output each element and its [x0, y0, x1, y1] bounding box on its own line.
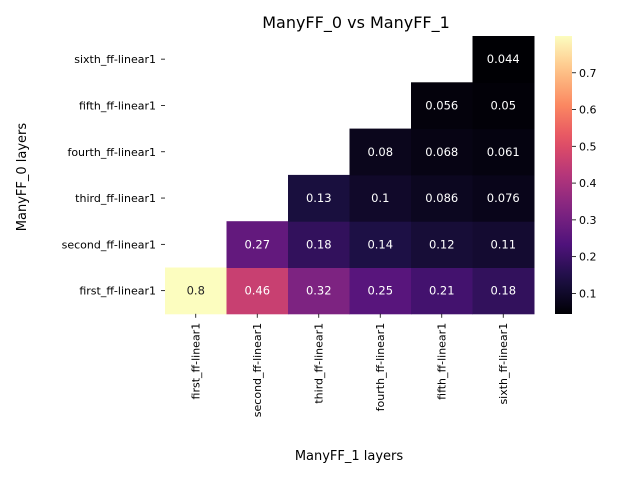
heatmap-cell: [288, 267, 350, 315]
cell-value-label: 0.14: [367, 237, 393, 251]
cell-value-label: 0.086: [425, 191, 458, 205]
heatmap-cell: [472, 128, 535, 176]
cell-value-label: 0.061: [487, 145, 520, 159]
cell-value-label: 0.05: [490, 98, 516, 112]
heatmap-cells: 0.8 0.46 0.32 0.25 0.21 0.18 0.27 0.18 0.14 0.12 0…: [165, 36, 535, 315]
cell-value-label: 0.12: [429, 237, 455, 251]
heatmap-cell: [349, 267, 412, 315]
x-axis-label: ManyFF_1 layers: [295, 449, 404, 464]
cell-value-label: 0.32: [306, 284, 332, 298]
cell-value-label: 0.13: [306, 191, 332, 205]
y-tick-label: fifth_ff-linear1: [79, 99, 156, 112]
y-tick-label: sixth_ff-linear1: [74, 53, 156, 66]
x-axis-ticks: first_ff-linear1 second_ff-linear1 third_f…: [190, 313, 510, 417]
chart-title: ManyFF_0 vs ManyFF_1: [262, 13, 450, 33]
cell-value-label: 0.8: [187, 284, 205, 298]
x-tick-label: fourth_ff-linear1: [374, 323, 387, 412]
x-tick-label: fifth_ff-linear1: [436, 323, 449, 400]
heatmap-cell: [472, 267, 535, 315]
heatmap-cell: [472, 82, 535, 130]
colorbar-tick-label: 0.7: [579, 67, 597, 80]
cell-value-label: 0.08: [367, 145, 393, 159]
colorbar-tick-label: 0.2: [579, 251, 597, 264]
heatmap-cell: [411, 267, 473, 315]
heatmap-cell: [349, 128, 412, 176]
y-axis-ticks: first_ff-linear1 second_ff-linear1 third_f…: [62, 53, 165, 298]
y-tick-label: fourth_ff-linear1: [67, 146, 156, 159]
heatmap-cell: [349, 221, 412, 268]
heatmap-cell: [226, 267, 289, 315]
heatmap-cell: [472, 36, 535, 83]
y-tick-label: first_ff-linear1: [79, 285, 156, 298]
cell-value-label: 0.27: [244, 237, 270, 251]
cell-value-label: 0.18: [306, 237, 332, 251]
heatmap-cell: [411, 221, 473, 268]
heatmap-cell: [288, 174, 350, 222]
heatmap-cell: [226, 221, 289, 268]
colorbar-ticks: 0.1 0.2 0.3 0.4 0.5 0.6 0.7: [572, 67, 597, 300]
cell-value-label: 0.056: [425, 98, 458, 112]
y-tick-label: third_ff-linear1: [75, 192, 156, 205]
y-tick-label: second_ff-linear1: [62, 238, 156, 251]
cell-value-label: 0.18: [490, 284, 516, 298]
cell-value-label: 0.076: [487, 191, 520, 205]
colorbar: [555, 36, 572, 314]
heatmap-cell: [349, 174, 412, 222]
heatmap-cell: [411, 128, 473, 176]
colorbar-tick-label: 0.5: [579, 140, 597, 153]
x-tick-label: third_ff-linear1: [313, 323, 326, 404]
x-tick-label: first_ff-linear1: [190, 323, 203, 400]
cell-value-label: 0.11: [490, 237, 516, 251]
cell-value-label: 0.1: [371, 191, 389, 205]
x-tick-label: second_ff-linear1: [251, 323, 264, 417]
heatmap-cell: [472, 221, 535, 268]
heatmap-cell: [288, 221, 350, 268]
heatmap-cell: [411, 174, 473, 222]
colorbar-tick-label: 0.1: [579, 287, 597, 300]
cell-value-label: 0.068: [425, 145, 458, 159]
heatmap-cell: [472, 174, 535, 222]
heatmap-cell: [165, 267, 227, 315]
colorbar-tick-label: 0.3: [579, 214, 597, 227]
cell-value-label: 0.46: [244, 284, 270, 298]
cell-value-label: 0.21: [429, 284, 455, 298]
colorbar-tick-label: 0.6: [579, 104, 597, 117]
heatmap-cell: [411, 82, 473, 130]
cell-value-label: 0.044: [487, 52, 520, 66]
cell-value-label: 0.25: [367, 284, 393, 298]
x-tick-label: sixth_ff-linear1: [497, 323, 510, 405]
colorbar-tick-label: 0.4: [579, 177, 597, 190]
y-axis-label: ManyFF_0 layers: [15, 123, 30, 232]
